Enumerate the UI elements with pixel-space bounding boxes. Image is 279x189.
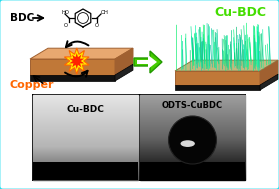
Bar <box>140 142 245 143</box>
Bar <box>140 136 245 137</box>
Bar <box>33 177 138 178</box>
Bar <box>33 130 138 131</box>
Bar <box>33 150 138 151</box>
Bar <box>33 127 138 128</box>
Bar <box>140 177 245 178</box>
Bar <box>33 104 138 105</box>
Bar <box>33 112 138 113</box>
Bar <box>140 158 245 159</box>
Bar <box>140 131 245 132</box>
Bar <box>140 134 245 135</box>
Polygon shape <box>260 60 278 85</box>
Bar <box>33 171 138 172</box>
Bar <box>33 173 138 174</box>
Bar <box>140 147 245 148</box>
Bar <box>33 99 138 100</box>
Bar <box>140 151 245 152</box>
Bar <box>140 157 245 158</box>
Bar <box>33 165 138 166</box>
Bar <box>140 143 245 144</box>
Bar <box>140 178 245 179</box>
Bar <box>33 164 138 165</box>
Bar <box>33 125 138 126</box>
Bar <box>140 126 245 127</box>
Bar <box>140 122 245 123</box>
Bar <box>33 155 138 156</box>
Bar <box>33 102 138 103</box>
Polygon shape <box>64 48 89 74</box>
Bar <box>140 100 245 101</box>
Bar <box>140 106 245 107</box>
Bar <box>140 149 245 150</box>
Bar <box>140 117 245 118</box>
Bar <box>33 121 138 122</box>
Bar <box>140 101 245 102</box>
Text: Cu-BDC: Cu-BDC <box>214 5 266 19</box>
Text: ODTS-CuBDC: ODTS-CuBDC <box>162 101 223 109</box>
Bar <box>33 178 138 179</box>
Bar <box>140 135 245 136</box>
Bar <box>33 157 138 158</box>
Bar <box>140 165 245 166</box>
Text: OH: OH <box>101 9 109 15</box>
Bar <box>33 133 138 134</box>
Bar <box>140 163 245 164</box>
Bar <box>140 99 245 100</box>
Bar <box>140 150 245 151</box>
Bar <box>140 119 245 120</box>
Bar <box>33 159 138 160</box>
Polygon shape <box>175 71 260 85</box>
Bar <box>140 160 245 161</box>
Bar <box>33 131 138 132</box>
Bar <box>140 164 245 165</box>
Bar <box>33 166 138 167</box>
Bar <box>33 147 138 148</box>
Bar <box>33 113 138 114</box>
Bar <box>33 154 138 155</box>
Bar <box>33 118 138 119</box>
Bar <box>33 140 138 141</box>
Bar <box>140 130 245 131</box>
Bar <box>140 138 245 139</box>
Bar <box>140 137 245 138</box>
Bar <box>140 113 245 114</box>
Text: O: O <box>95 23 99 28</box>
Bar <box>33 108 138 109</box>
Bar <box>33 119 138 120</box>
Bar <box>140 172 245 173</box>
Bar <box>140 145 245 146</box>
Bar <box>33 126 138 127</box>
Bar <box>33 100 138 101</box>
Bar <box>140 161 245 162</box>
Bar <box>33 138 138 139</box>
Bar <box>33 167 138 168</box>
Bar <box>140 128 245 129</box>
Text: Copper: Copper <box>10 80 54 90</box>
Bar <box>140 115 245 116</box>
Text: O: O <box>64 23 68 28</box>
Polygon shape <box>30 59 115 75</box>
Bar <box>140 102 245 103</box>
Bar <box>140 118 245 119</box>
Bar <box>140 166 245 167</box>
Ellipse shape <box>169 116 217 164</box>
Polygon shape <box>137 55 157 69</box>
Bar <box>140 111 245 112</box>
Polygon shape <box>134 51 162 73</box>
Bar <box>140 107 245 108</box>
Bar <box>33 142 138 143</box>
Bar <box>140 95 245 96</box>
Bar <box>140 133 245 134</box>
Bar <box>33 95 138 96</box>
Bar <box>33 162 138 180</box>
Bar <box>33 114 138 115</box>
Polygon shape <box>260 74 278 90</box>
Bar <box>33 179 138 180</box>
Bar <box>33 111 138 112</box>
Bar <box>33 135 138 136</box>
Bar <box>140 152 245 153</box>
Bar <box>140 148 245 149</box>
Polygon shape <box>30 48 133 59</box>
Bar <box>140 121 245 122</box>
